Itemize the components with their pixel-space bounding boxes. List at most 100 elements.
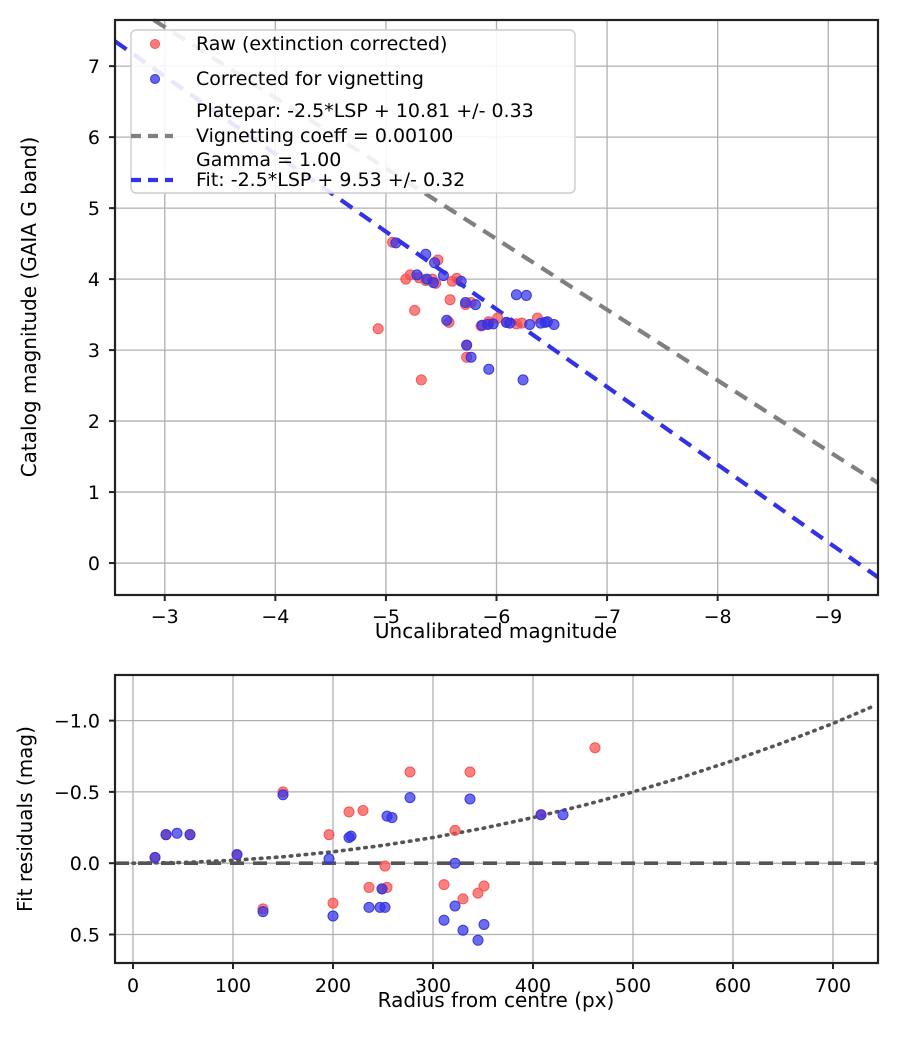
axes-photometry-calibration: −3 −4 −5 −6 −7 −8 −9 0 1 2 3 4 5 6 7 Uncalibrated mag… <box>17 18 880 643</box>
residual-point <box>257 906 269 918</box>
x-tick-labels-top: −3 −4 −5 −6 −7 −8 −9 <box>151 595 842 628</box>
residual-point <box>184 829 196 841</box>
residual-point <box>438 879 450 891</box>
y-tick-label: 2 <box>88 411 100 433</box>
residual-point <box>457 924 469 936</box>
residual-point <box>327 910 339 922</box>
residual-point <box>357 804 369 816</box>
scatter-point <box>421 273 433 285</box>
residual-point <box>438 914 450 926</box>
residual-point <box>363 901 375 913</box>
x-tick-label: 200 <box>315 975 351 997</box>
x-tick-label: −9 <box>814 606 842 628</box>
axes-frame-bottom <box>113 673 880 965</box>
legend-box <box>130 29 576 194</box>
scatter-point <box>460 297 472 309</box>
legend-top: Raw (extinction corrected) Corrected for … <box>130 29 576 194</box>
x-tick-label: −7 <box>593 606 621 628</box>
scatter-point <box>411 269 423 281</box>
x-tick-label: 0 <box>127 975 139 997</box>
residual-point <box>472 934 484 946</box>
trend-line <box>113 39 880 579</box>
scatter-point <box>465 351 477 363</box>
legend-label: Fit: -2.5*LSP + 9.53 +/- 0.32 <box>196 169 465 191</box>
scatter-point <box>482 319 494 331</box>
x-axis-title-top: Uncalibrated magnitude <box>375 619 617 643</box>
scatter-point <box>444 294 456 306</box>
y-tick-label: −0.5 <box>54 782 100 804</box>
residual-point <box>404 792 416 804</box>
residual-point <box>343 806 355 818</box>
y-tick-label: 0.5 <box>70 924 100 946</box>
axes-fit-residuals: 0 100 200 300 400 500 600 700 0.5 0.0 −0.5 −1.0 Ra… <box>13 673 880 1012</box>
residual-point <box>472 887 484 899</box>
residual-point <box>464 766 476 778</box>
legend-label: Raw (extinction corrected) <box>196 33 447 55</box>
x-tick-label: 100 <box>215 975 251 997</box>
residual-point <box>449 857 461 869</box>
scatter-points-bottom <box>149 742 601 946</box>
residual-point <box>557 809 569 821</box>
scatter-point <box>524 319 536 331</box>
scatter-point <box>483 363 495 375</box>
residual-point <box>149 851 161 863</box>
residual-point <box>464 793 476 805</box>
scatter-point <box>420 248 432 260</box>
y-axis-title-bottom: Fit residuals (mag) <box>13 726 37 912</box>
legend-label: Gamma = 1.00 <box>196 149 341 171</box>
residual-point <box>449 900 461 912</box>
scatter-point <box>469 299 481 311</box>
scatter-point <box>415 374 427 386</box>
y-tick-label: 0 <box>88 553 100 575</box>
legend-label: Corrected for vignetting <box>196 68 424 90</box>
legend-entry-list: Raw (extinction corrected) Corrected for … <box>131 33 534 191</box>
residual-point <box>277 789 289 801</box>
x-tick-labels-bottom: 0 100 200 300 400 500 600 700 <box>127 963 851 997</box>
y-tick-label: 4 <box>88 269 100 291</box>
x-tick-label: 600 <box>715 975 751 997</box>
residual-point <box>449 824 461 836</box>
legend-marker <box>150 74 160 84</box>
scatter-point <box>455 275 467 287</box>
residual-point <box>327 897 339 909</box>
x-tick-label: 300 <box>415 975 451 997</box>
scatter-point <box>517 374 529 386</box>
x-tick-label: −4 <box>261 606 289 628</box>
residual-point <box>589 742 601 754</box>
scatter-point <box>409 304 421 316</box>
scatter-point <box>461 339 473 351</box>
y-tick-label: 0.0 <box>70 853 100 875</box>
residual-point <box>171 827 183 839</box>
residual-point <box>478 880 490 892</box>
y-tick-label: 5 <box>88 198 100 220</box>
legend-label: Vignetting coeff = 0.00100 <box>196 125 453 147</box>
scatter-point <box>510 289 522 301</box>
scatter-point <box>548 319 560 331</box>
legend-label: Platepar: -2.5*LSP + 10.81 +/- 0.33 <box>196 100 534 122</box>
x-tick-label: −6 <box>482 606 510 628</box>
residual-point <box>160 829 172 841</box>
legend-marker <box>150 39 160 49</box>
residual-point <box>376 883 388 895</box>
x-tick-label: 700 <box>815 975 851 997</box>
y-axis-title-top: Catalog magnitude (GAIA G band) <box>17 137 41 478</box>
residual-point <box>386 812 398 824</box>
residual-point <box>457 893 469 905</box>
y-tick-label: −1.0 <box>54 711 100 733</box>
x-tick-label: −5 <box>372 606 400 628</box>
y-tick-label: 1 <box>88 482 100 504</box>
y-tick-label: 6 <box>88 127 100 149</box>
scatter-point <box>520 289 532 301</box>
residual-point <box>323 853 335 865</box>
scatter-point <box>504 317 516 329</box>
residual-point <box>345 830 357 842</box>
x-tick-label: 500 <box>615 975 651 997</box>
residual-point <box>231 849 243 861</box>
scatter-point <box>372 323 384 335</box>
residual-point <box>404 766 416 778</box>
x-tick-label: −8 <box>704 606 732 628</box>
y-tick-labels-bottom: 0.5 0.0 −0.5 −1.0 <box>54 711 115 946</box>
scatter-point <box>441 314 453 326</box>
